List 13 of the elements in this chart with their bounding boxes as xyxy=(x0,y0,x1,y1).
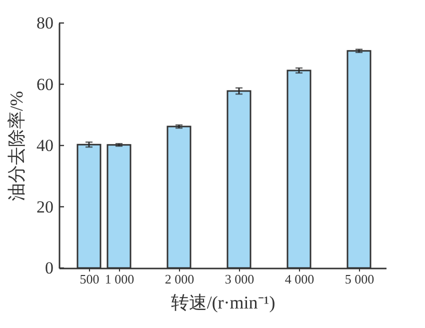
y-axis-title: 油分去除率/% xyxy=(6,91,26,201)
x-tick-label: 500 xyxy=(80,272,100,286)
x-tick-label: 5 000 xyxy=(344,272,374,286)
y-tick-label: 60 xyxy=(36,74,54,94)
x-axis-title: 转速/(r·min⁻¹) xyxy=(170,292,276,312)
x-tick-label: 4 000 xyxy=(284,272,314,286)
x-tick-label: 3 000 xyxy=(224,272,254,286)
y-tick-label: 0 xyxy=(45,258,54,278)
y-tick-label: 20 xyxy=(36,197,54,216)
x-tick-label: 2 000 xyxy=(164,272,194,286)
y-tick-label: 80 xyxy=(36,14,54,32)
y-tick-label: 40 xyxy=(36,136,54,155)
x-tick-label: 1 000 xyxy=(104,272,134,286)
